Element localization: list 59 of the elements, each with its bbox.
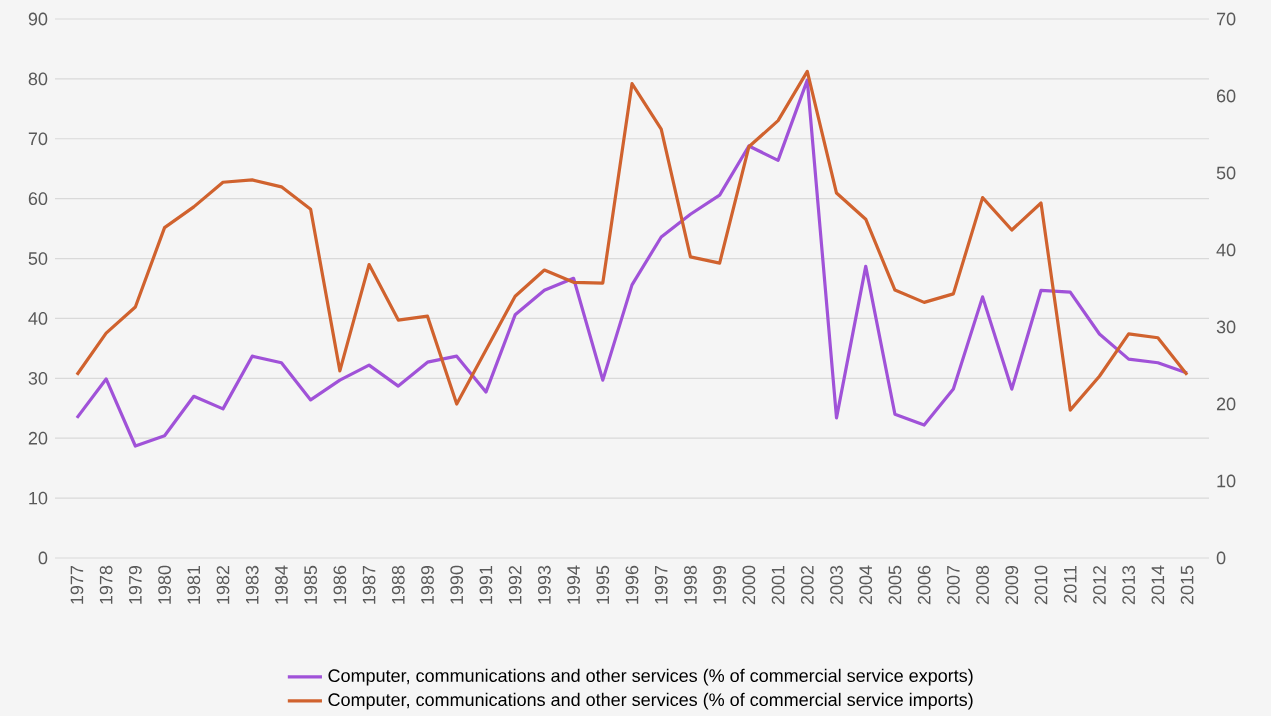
x-tick-label: 2007 [946,565,960,605]
x-tick-label: 1987 [362,565,376,604]
y-tick-label: 70 [28,132,48,146]
y-tick-label: 60 [28,192,48,206]
y2-tick-label: 30 [1216,320,1236,334]
x-tick-label: 1993 [537,565,551,604]
y2-tick-label: 50 [1216,166,1236,180]
x-tick-label: 1983 [245,565,259,604]
y2-tick-label: 40 [1216,243,1236,257]
x-tick-label: 1986 [333,565,347,604]
x-tick-label: 1991 [479,565,493,604]
y-tick-label: 20 [28,431,48,445]
x-tick-label: 1981 [187,565,201,604]
y2-tick-label: 70 [1216,12,1236,26]
x-tick-label: 1978 [99,565,113,604]
x-tick-label: 2013 [1122,565,1136,605]
y2-tick-label: 20 [1216,397,1236,411]
x-tick-label: 2000 [742,565,756,605]
x-tick-label: 2001 [771,565,785,605]
x-tick-label: 1982 [216,565,230,604]
x-tick-label: 2008 [976,565,989,605]
x-tick-label: 2011 [1063,565,1077,603]
y2-tick-label: 60 [1216,89,1236,103]
x-tick-label: 2005 [888,565,902,605]
x-tick-label: 1994 [567,565,580,604]
x-tick-label: 1990 [450,565,464,604]
x-tick-label: 1980 [158,565,171,604]
y-tick-label: 90 [28,12,48,26]
y-tick-label: 10 [29,491,48,505]
x-tick-label: 2003 [830,565,843,605]
y-tick-label: 0 [38,551,48,565]
x-tick-label: 2010 [1034,565,1048,605]
y2-tick-label: 10 [1217,474,1236,488]
x-tick-label: 2014 [1151,565,1165,605]
x-tick-label: 1995 [596,565,610,604]
x-tick-label: 1977 [70,565,84,604]
y-tick-label: 80 [28,72,48,86]
x-tick-label: 1984 [275,565,288,604]
x-tick-label: 1979 [128,565,142,604]
x-tick-label: 1999 [713,565,727,604]
y-tick-label: 40 [28,312,48,325]
x-tick-label: 2004 [859,565,873,605]
legend-label: Computer, communications and other services (% of commercial service exports) [328,668,973,686]
x-tick-label: 2006 [917,565,931,605]
y2-tick-label: 0 [1216,551,1226,565]
x-tick-label: 1992 [508,565,522,604]
x-tick-label: 1996 [625,565,639,604]
x-tick-label: 1997 [654,565,668,604]
x-tick-label: 2002 [800,565,814,605]
x-tick-label: 2015 [1180,565,1194,605]
legend-label: Computer, communications and other services (% of commercial service imports) [328,692,973,710]
y-tick-label: 30 [28,371,48,385]
y-tick-label: 50 [28,252,48,265]
x-tick-label: 2012 [1093,565,1106,605]
x-tick-label: 1989 [421,565,434,604]
x-tick-label: 2009 [1005,565,1019,605]
x-tick-label: 1985 [304,565,318,604]
x-tick-label: 1988 [391,565,405,604]
x-tick-label: 1998 [684,565,697,604]
